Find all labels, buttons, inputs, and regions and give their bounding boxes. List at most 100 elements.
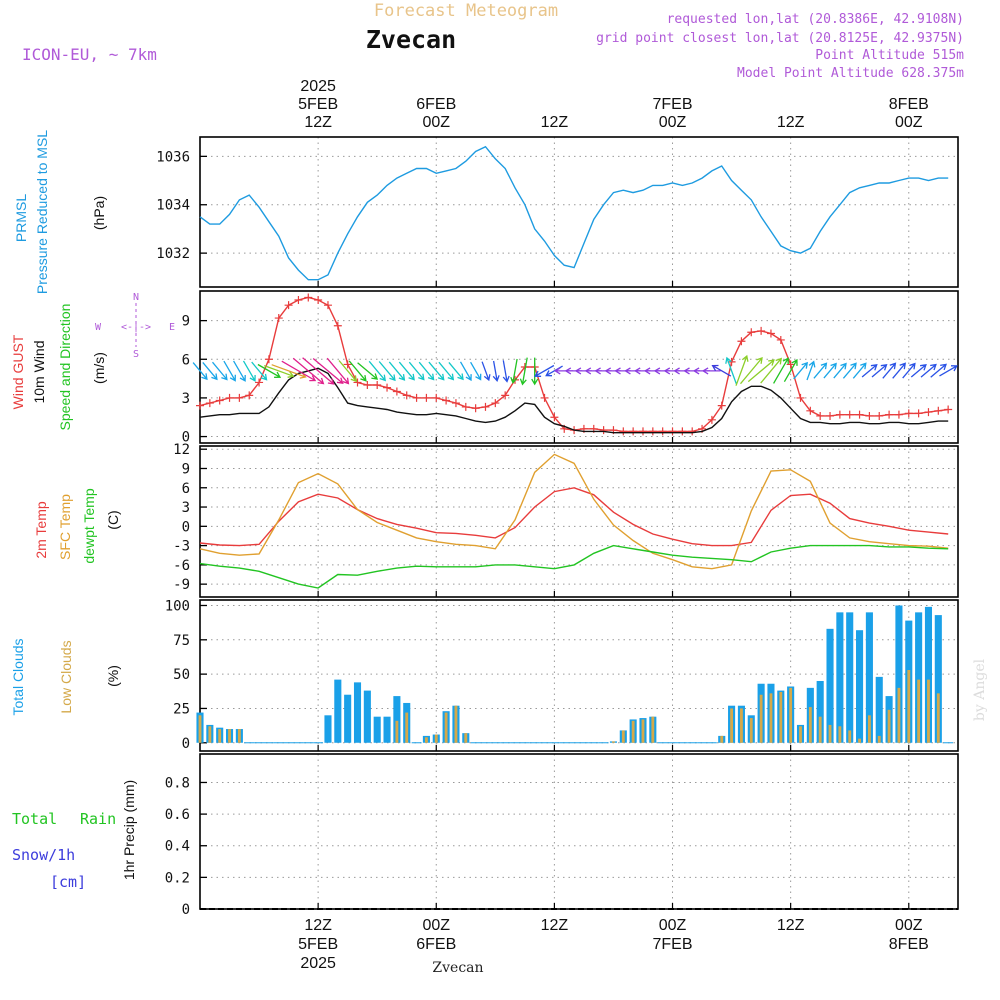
time-axis-label: 2025: [300, 78, 336, 95]
gust-marker: [599, 426, 608, 435]
low-clouds-bar: [631, 720, 635, 743]
clouds-ytick-label: 0: [182, 736, 190, 752]
wind-arrow: [292, 357, 325, 385]
gust-marker: [658, 427, 667, 436]
wind-arrow: [735, 354, 749, 386]
gust-marker: [432, 393, 441, 402]
speed-direction-label: Speed and Direction: [57, 304, 73, 431]
wind-arrow: [882, 362, 897, 379]
10m-wind-line: [199, 367, 949, 434]
clouds-frame: [199, 599, 959, 752]
gust-marker: [707, 415, 716, 424]
total-clouds-bar: [934, 615, 942, 743]
prmsl-label: PRMSL: [13, 194, 29, 242]
wind-arrow: [806, 360, 816, 381]
gust-marker: [373, 381, 382, 390]
low-clouds-bar: [434, 734, 438, 743]
low-clouds-bar: [828, 724, 832, 743]
gust-marker: [885, 410, 894, 419]
gust-marker: [481, 402, 490, 411]
temp-frame: [199, 445, 959, 598]
wind-ytick-label: 6: [182, 352, 190, 368]
wind-arrow: [531, 357, 539, 386]
gust-marker: [333, 321, 342, 330]
gust-marker: [747, 328, 756, 337]
total-clouds-bar: [875, 676, 883, 743]
time-axis-label: 5FEB: [298, 96, 338, 113]
compass-s: S: [133, 349, 139, 360]
time-axis-label: 12Z: [304, 114, 332, 131]
low-clouds-bar: [405, 712, 409, 743]
gust-marker: [353, 378, 362, 387]
prmsl-frame: [199, 136, 959, 288]
low-clouds-bar: [395, 720, 399, 743]
total-clouds-bar: [344, 694, 352, 743]
clouds-ytick-label: 25: [173, 701, 190, 717]
wind-panel: 0 3 6 9: [182, 290, 959, 446]
gust-marker: [343, 360, 352, 369]
wind-arrow: [760, 357, 783, 384]
requested-coords: requested lon,lat (20.8386E, 42.9108N): [667, 12, 964, 27]
gust-marker: [383, 383, 392, 392]
low-clouds-bar: [444, 712, 448, 743]
wind-arrow: [747, 359, 775, 383]
model-altitude: Model Point Altitude 628.375m: [737, 66, 964, 81]
gust-marker: [648, 427, 657, 436]
gust-marker: [245, 391, 254, 400]
wind-arrow: [418, 361, 435, 381]
total-clouds-bar: [816, 680, 824, 743]
prmsl-ytick-label: 1032: [156, 246, 190, 262]
low-clouds-bar: [621, 730, 625, 743]
total-label: Total: [12, 810, 57, 828]
low-clouds-bar: [749, 718, 753, 743]
total-clouds-bar: [895, 605, 903, 743]
gust-marker: [816, 411, 825, 420]
gust-marker: [826, 411, 835, 420]
compass-n: N: [133, 292, 139, 303]
gust-marker: [255, 378, 264, 387]
compass-w: W: [95, 322, 102, 333]
temp-ytick-label: -9: [173, 577, 190, 593]
time-axis-label: 7FEB: [653, 96, 693, 113]
snow-label: Snow/1h: [12, 846, 75, 864]
wind-frame: [199, 290, 959, 444]
wind-arrow: [740, 357, 763, 385]
wind-arrow: [871, 363, 888, 378]
gust-marker: [934, 406, 943, 415]
total-clouds-bar: [373, 716, 381, 743]
gust-marker: [796, 393, 805, 402]
rain-label: Rain: [80, 810, 116, 828]
wind-arrow: [212, 361, 228, 381]
time-axis-label: 7FEB: [653, 936, 693, 953]
wind-arrow: [701, 367, 721, 375]
total-clouds-bar: [924, 606, 933, 743]
gust-marker: [550, 413, 559, 422]
clouds-ytick-label: 100: [165, 598, 190, 614]
dewpt-temp-line: [199, 544, 949, 589]
gust-marker: [461, 402, 470, 411]
wind-arrow: [388, 361, 406, 381]
wind-gust-label: Wind GUST: [10, 334, 26, 409]
low-clouds-bar: [907, 670, 911, 743]
time-axis-label: 12Z: [541, 114, 569, 131]
product-title: Forecast Meteogram: [374, 1, 558, 21]
time-axis-label: 12Z: [777, 114, 805, 131]
wind-arrow: [813, 362, 828, 379]
wind-arrow: [438, 361, 455, 381]
location-title: Zvecan: [366, 25, 456, 54]
time-axis-label: 12Z: [777, 917, 805, 934]
wind-arrow: [428, 361, 445, 381]
low-clouds-bar: [818, 716, 822, 743]
wind-arrow: [510, 358, 518, 384]
wind-arrow: [242, 360, 256, 382]
total-clouds-bar: [865, 612, 873, 743]
low-clouds-bar: [641, 719, 645, 743]
wind-arrow: [481, 361, 491, 382]
total-clouds-bar: [383, 716, 391, 743]
gust-marker: [629, 427, 638, 436]
temp-labels: 2m Temp SFC Temp dewpt Temp (C): [33, 488, 121, 563]
gust-marker: [284, 301, 293, 310]
wind-arrow: [519, 357, 528, 386]
gust-marker: [412, 393, 421, 402]
